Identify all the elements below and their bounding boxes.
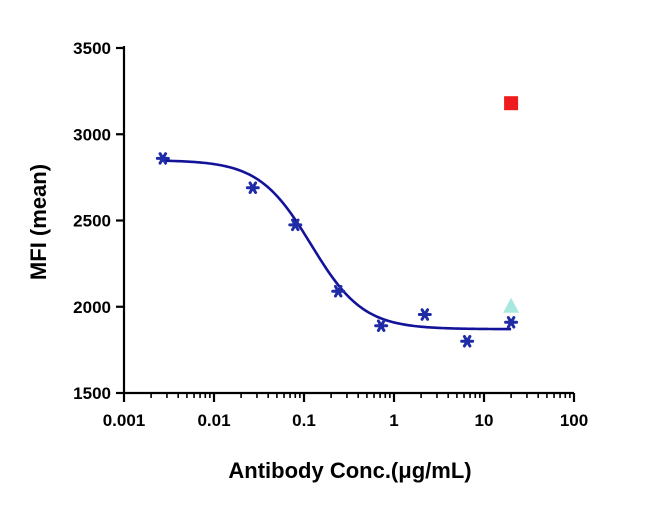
fit-curves [162,159,512,331]
x-tick-label: 10 [475,411,494,430]
y-tick-label: 3500 [73,39,111,58]
fit-curve [162,159,512,331]
y-axis-title: MFI (mean) [26,164,51,280]
x-tick-label: 0.01 [197,411,230,430]
data-point [155,152,170,165]
x-axis-title: Antibody Conc.(μg/mL) [228,458,471,483]
data-point [331,284,346,298]
data-point [460,334,475,348]
data-point [504,96,519,111]
data-points [155,96,520,348]
y-tick-label: 2000 [73,298,111,317]
data-point [245,181,260,194]
data-point [504,316,519,329]
x-tick-label: 0.1 [292,411,316,430]
axes: 1500 2000 2500 3000 3500 0.001 0.01 0.1 1 10 100 [73,39,588,430]
y-tick-label: 2500 [73,212,111,231]
x-tick-label: 100 [560,411,588,430]
data-point [374,319,389,332]
y-tick-label: 3000 [73,125,111,144]
data-point [417,308,432,321]
data-point [288,218,303,232]
x-tick-label: 1 [389,411,398,430]
x-tick-label: 0.001 [103,411,146,430]
data-point [503,297,520,313]
y-tick-label: 1500 [73,384,111,403]
